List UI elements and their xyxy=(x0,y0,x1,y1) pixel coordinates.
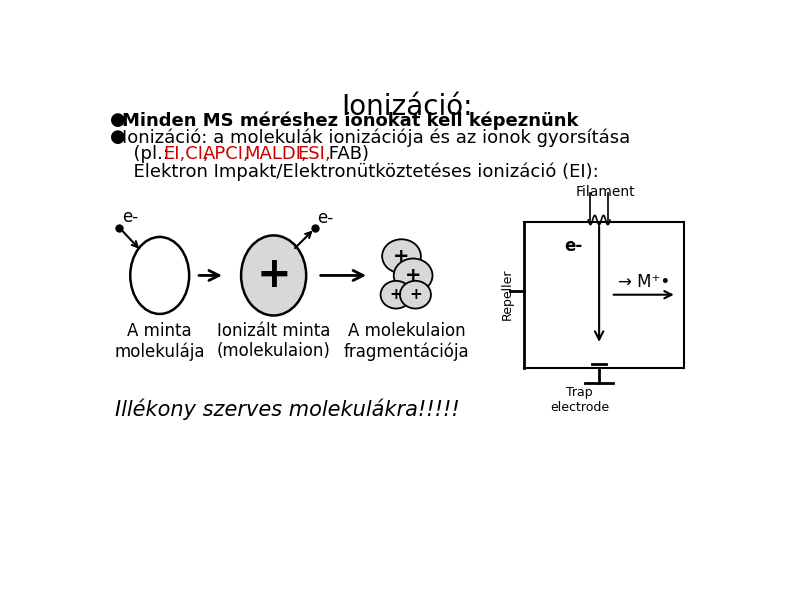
Text: Illékony szerves molekulákra!!!!!: Illékony szerves molekulákra!!!!! xyxy=(115,399,460,420)
Text: Ionizált minta
(molekulaion): Ionizált minta (molekulaion) xyxy=(217,322,330,361)
Text: +: + xyxy=(405,266,422,285)
Text: A molekulaion
fragmentációja: A molekulaion fragmentációja xyxy=(344,322,470,361)
Text: Minden MS méréshez ionokat kell képeznünk: Minden MS méréshez ionokat kell képeznün… xyxy=(122,111,579,130)
Text: ●: ● xyxy=(110,129,126,146)
Text: MALDI,: MALDI, xyxy=(244,145,306,163)
Ellipse shape xyxy=(394,258,433,292)
Text: +: + xyxy=(409,287,422,302)
Text: e-: e- xyxy=(565,237,583,255)
Text: (pl.:: (pl.: xyxy=(122,145,175,163)
Text: e-: e- xyxy=(121,208,138,226)
Text: Ionizáció:: Ionizáció: xyxy=(341,93,472,121)
Text: Repeller: Repeller xyxy=(500,269,514,321)
Text: ●: ● xyxy=(110,111,126,130)
Text: Trap
electrode: Trap electrode xyxy=(550,386,609,414)
Text: Ionizáció: a molekulák ionizációja és az ionok gyorsítása: Ionizáció: a molekulák ionizációja és az… xyxy=(122,129,630,147)
Text: Filament: Filament xyxy=(576,186,635,199)
Text: EI,CI,: EI,CI, xyxy=(164,145,209,163)
Text: +: + xyxy=(256,255,291,296)
Ellipse shape xyxy=(400,281,431,309)
Ellipse shape xyxy=(241,236,306,315)
Ellipse shape xyxy=(380,281,411,309)
Text: ESI,: ESI, xyxy=(297,145,330,163)
Ellipse shape xyxy=(382,239,421,273)
Text: FAB): FAB) xyxy=(323,145,369,163)
Text: Elektron Impakt/Elektronütköztetéses ionizáció (EI):: Elektron Impakt/Elektronütköztetéses ion… xyxy=(122,162,599,181)
Text: APCI,: APCI, xyxy=(203,145,250,163)
Text: → M⁺•: → M⁺• xyxy=(619,273,671,291)
Text: +: + xyxy=(393,247,410,266)
Text: +: + xyxy=(390,287,403,302)
Text: e-: e- xyxy=(317,209,333,227)
Text: A minta
molekulája: A minta molekulája xyxy=(114,322,205,361)
